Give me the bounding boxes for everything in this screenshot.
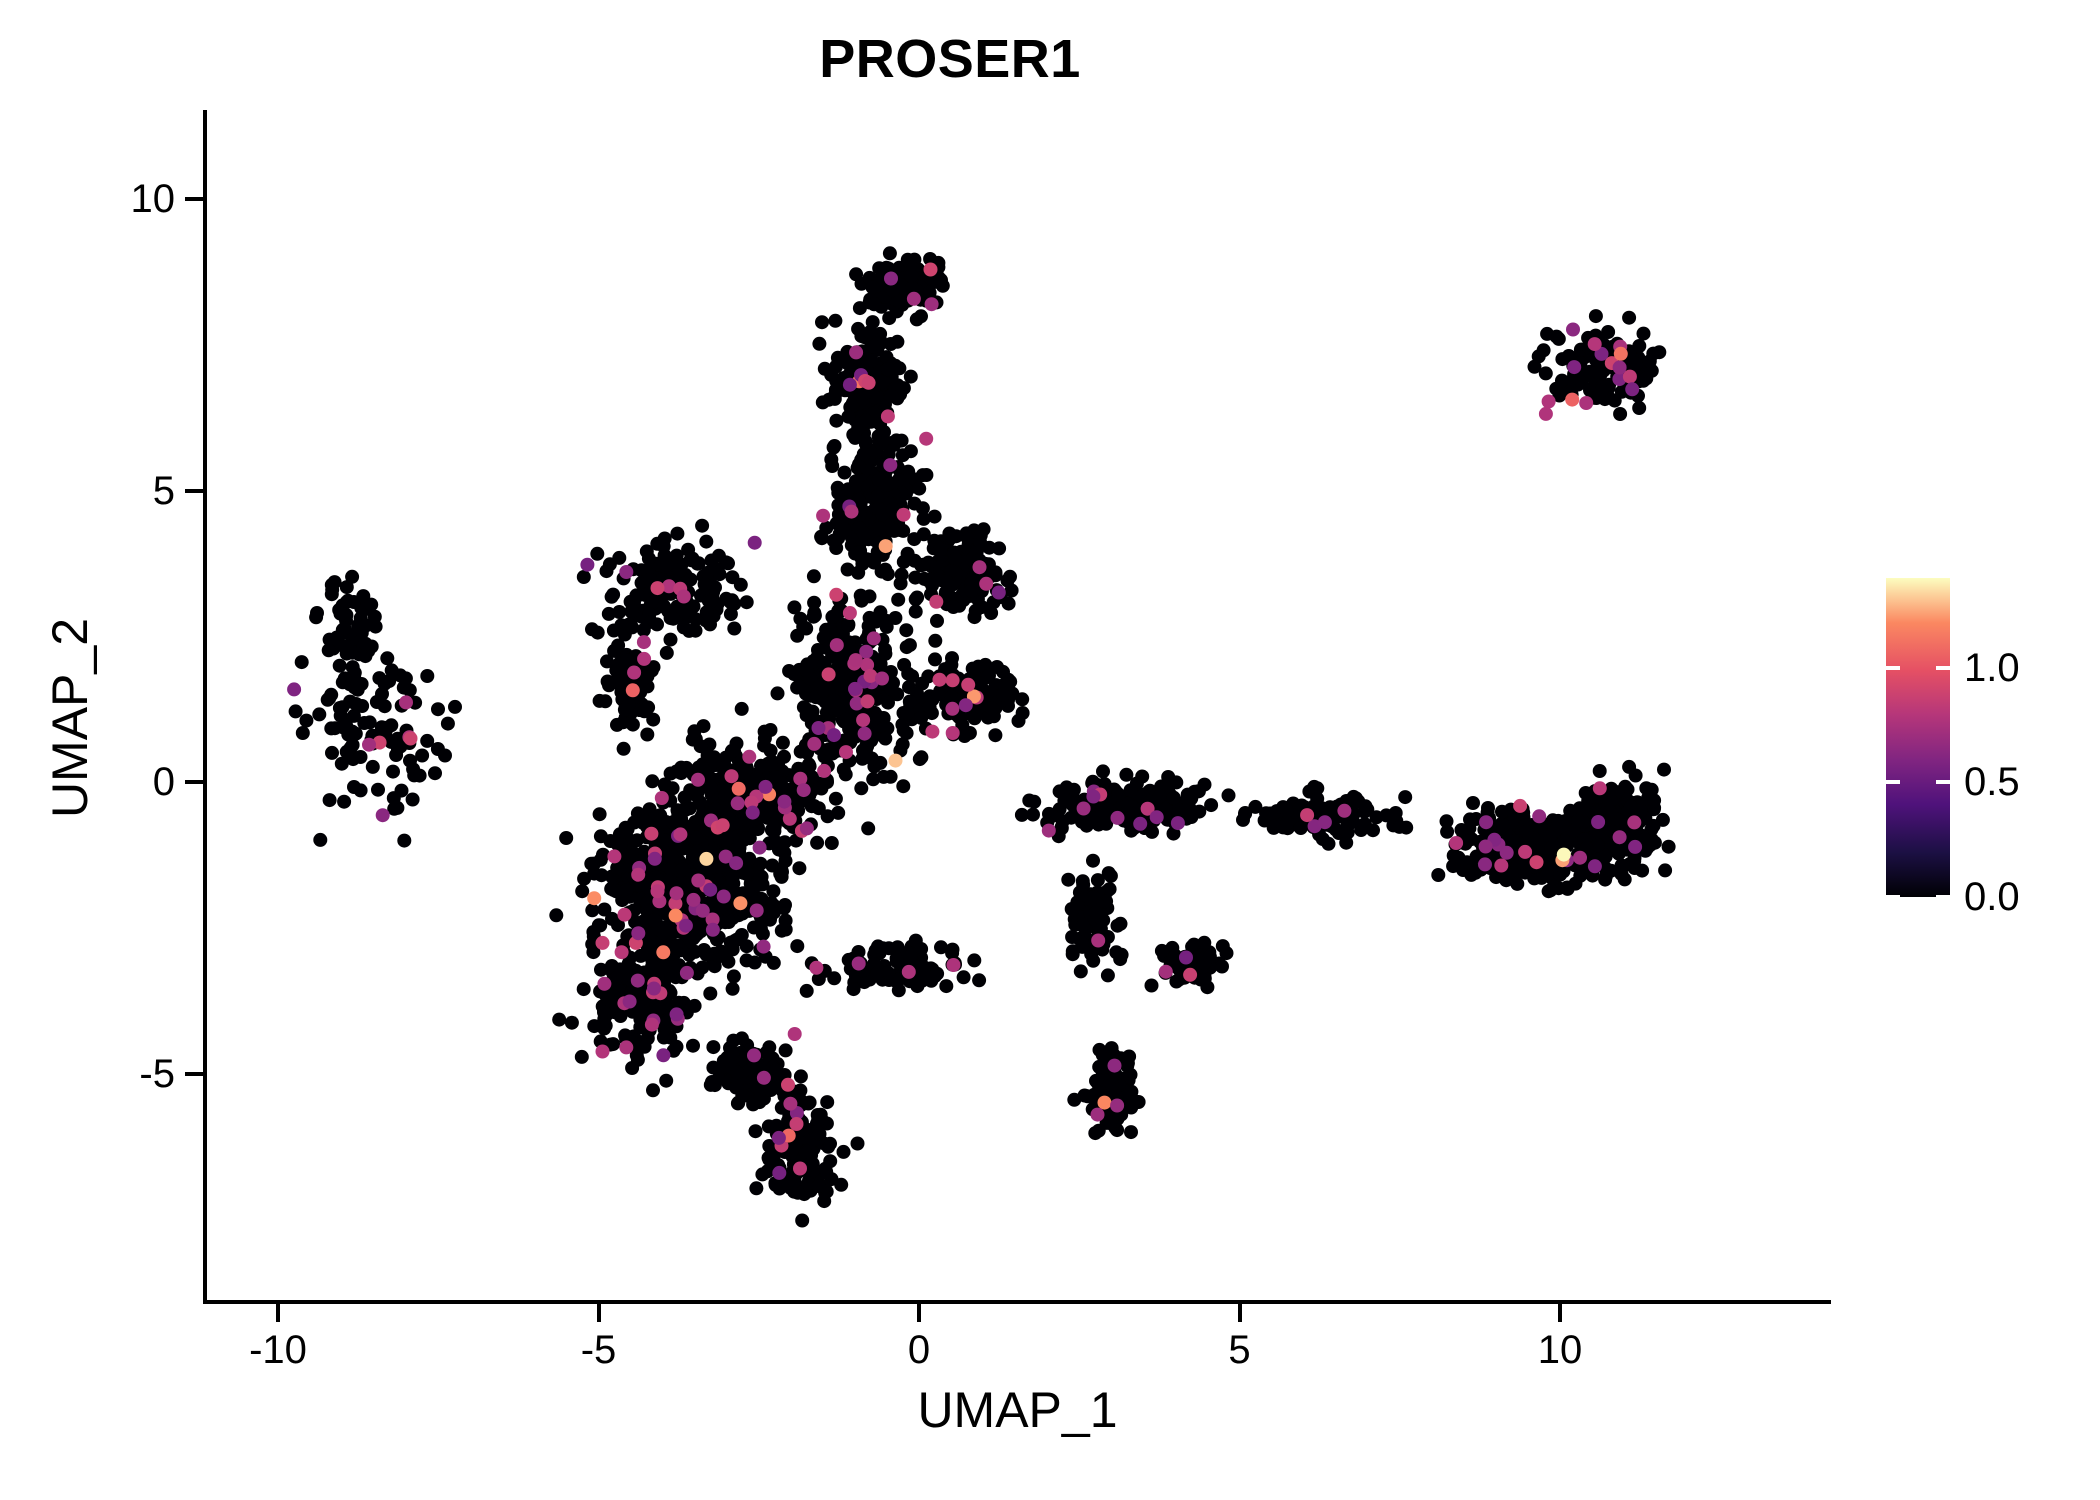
x-tick-mark (917, 1304, 921, 1322)
x-tick-mark (1237, 1304, 1242, 1322)
colorbar-tick-mark (1936, 780, 1950, 785)
y-tick-label: 10 (130, 177, 176, 221)
x-axis-title: UMAP_1 (917, 1382, 1118, 1438)
y-tick-label: 0 (152, 760, 175, 804)
x-tick-mark (596, 1304, 601, 1322)
colorbar-tick-label: 0.0 (1964, 875, 2020, 919)
y-tick-mark (185, 780, 203, 784)
x-tick-mark (1558, 1304, 1562, 1322)
x-tick-mark (276, 1304, 280, 1322)
colorbar-tick-label: 1.0 (1964, 645, 2020, 690)
y-tick-mark (185, 197, 203, 201)
y-tick-label: 5 (152, 468, 175, 513)
x-tick-label: -10 (249, 1328, 307, 1372)
x-tick-label: -5 (580, 1328, 617, 1372)
y-axis-line (203, 110, 207, 1304)
x-tick-label: 0 (907, 1328, 931, 1372)
y-axis-title: UMAP_2 (42, 617, 98, 819)
x-tick-label: 5 (1228, 1328, 1251, 1372)
colorbar-tick-label: 0.5 (1964, 760, 2020, 805)
colorbar-legend (1886, 578, 1950, 899)
y-tick-mark (185, 1071, 203, 1076)
page-title: PROSER1 (819, 29, 1081, 89)
x-axis-line (203, 1300, 1831, 1304)
colorbar-tick-mark (1886, 665, 1900, 670)
colorbar-tick-mark (1886, 895, 1900, 899)
colorbar-gradient (1886, 578, 1950, 897)
colorbar-tick-mark (1936, 665, 1950, 670)
colorbar-tick-mark (1886, 780, 1900, 785)
colorbar-tick-mark (1936, 895, 1950, 899)
y-tick-mark (185, 488, 203, 493)
y-tick-label: -5 (139, 1051, 175, 1096)
x-tick-label: 10 (1537, 1328, 1583, 1372)
